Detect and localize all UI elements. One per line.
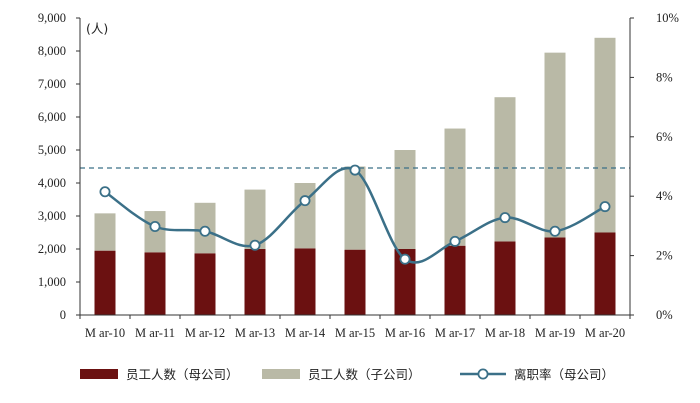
- turnover-rate-point-10: [599, 201, 611, 213]
- bar-parent-6: [394, 249, 416, 315]
- bar-parent-0: [94, 250, 116, 315]
- bar-subsidiary-0: [94, 213, 116, 251]
- turnover-rate-point-7: [449, 235, 461, 247]
- axes-layer: 0 1,000 2,000 3,000 4,000 5,000 6,000 7,000 8,00…: [38, 11, 679, 340]
- legend-swatch-parent: [80, 369, 118, 379]
- y-right-tick-label-1: 2%: [656, 249, 673, 263]
- bar-parent-10: [594, 232, 616, 315]
- y-left-tick-label-7: 7,000: [38, 77, 66, 91]
- y-left-tick-label-9: 9,000: [38, 11, 66, 25]
- bar-subsidiary-10: [594, 37, 616, 233]
- x-tick-label-4: M ar-14: [285, 326, 326, 340]
- turnover-rate-point-9: [549, 225, 561, 237]
- bar-subsidiary-6: [394, 150, 416, 249]
- x-tick-label-5: M ar-15: [335, 326, 375, 340]
- legend: 员工人数（母公司） 员工人数（子公司） 离职率（母公司）: [80, 367, 614, 382]
- y-right-tick-label-5: 10%: [656, 11, 679, 25]
- turnover-rate-point-6: [399, 253, 411, 265]
- bar-subsidiary-5: [344, 166, 366, 250]
- bar-parent-8: [494, 241, 516, 315]
- legend-label-subsidiary: 员工人数（子公司）: [308, 367, 421, 382]
- y-left-tick-label-2: 2,000: [38, 242, 66, 256]
- x-tick-label-6: M ar-16: [385, 326, 425, 340]
- x-tick-label-8: M ar-18: [485, 326, 525, 340]
- y-left-unit-label: (人): [86, 21, 108, 36]
- bar-parent-1: [144, 252, 166, 315]
- x-tick-label-1: M ar-11: [135, 326, 175, 340]
- bar-parent-3: [244, 249, 266, 315]
- turnover-rate-point-2: [199, 225, 211, 237]
- y-left-tick-label-3: 3,000: [38, 209, 66, 223]
- bar-parent-7: [444, 245, 466, 315]
- legend-label-parent: 员工人数（母公司）: [126, 367, 239, 382]
- y-left-tick-label-0: 0: [60, 308, 66, 322]
- bar-subsidiary-9: [544, 52, 566, 238]
- legend-swatch-subsidiary: [262, 369, 300, 379]
- x-tick-label-9: M ar-19: [535, 326, 575, 340]
- y-right-tick-label-4: 8%: [656, 70, 673, 84]
- turnover-rate-point-4: [299, 195, 311, 207]
- turnover-rate-point-1: [149, 220, 161, 232]
- turnover-rate-point-0: [99, 186, 111, 198]
- bars-layer: [94, 37, 616, 315]
- y-left-tick-label-5: 5,000: [38, 143, 66, 157]
- bar-subsidiary-3: [244, 189, 266, 249]
- y-left-tick-label-8: 8,000: [38, 44, 66, 58]
- y-left-tick-label-4: 4,000: [38, 176, 66, 190]
- x-tick-label-3: M ar-13: [235, 326, 275, 340]
- bar-parent-9: [544, 237, 566, 315]
- legend-marker-turnover: [477, 368, 489, 380]
- bar-subsidiary-8: [494, 97, 516, 242]
- y-left-tick-label-6: 6,000: [38, 110, 66, 124]
- y-right-tick-label-0: 0%: [656, 308, 673, 322]
- x-tick-label-10: M ar-20: [585, 326, 625, 340]
- turnover-rate-point-5: [349, 164, 361, 176]
- y-left-tick-label-1: 1,000: [38, 275, 66, 289]
- y-right-tick-label-2: 4%: [656, 189, 673, 203]
- x-tick-label-0: M ar-10: [85, 326, 125, 340]
- bar-subsidiary-7: [444, 128, 466, 246]
- turnover-rate-point-8: [499, 212, 511, 224]
- bar-parent-2: [194, 253, 216, 315]
- turnover-rate-point-3: [249, 239, 261, 251]
- line-layer: [99, 164, 611, 265]
- legend-label-turnover: 离职率（母公司）: [514, 367, 614, 382]
- x-tick-label-2: M ar-12: [185, 326, 225, 340]
- bar-parent-5: [344, 249, 366, 315]
- y-right-tick-label-3: 6%: [656, 130, 673, 144]
- bar-parent-4: [294, 248, 316, 315]
- x-tick-label-7: M ar-17: [435, 326, 475, 340]
